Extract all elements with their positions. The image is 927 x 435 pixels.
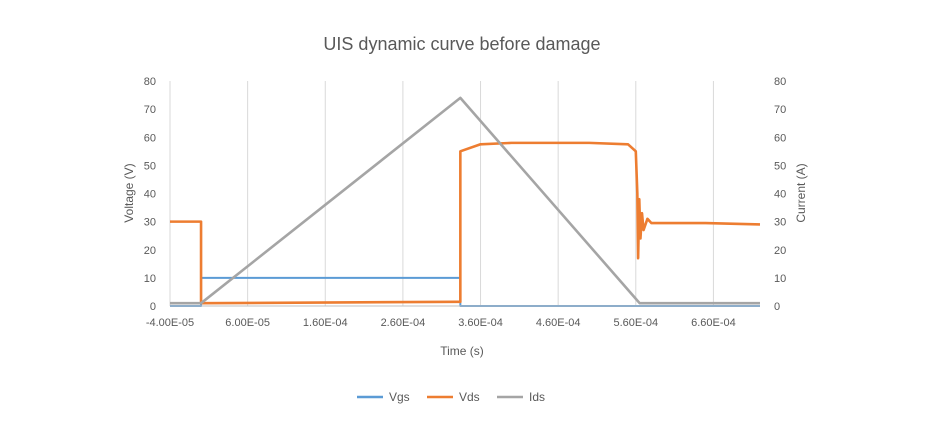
x-tick-label: 6.00E-05: [225, 317, 270, 329]
y-tick-label: 20: [144, 245, 156, 257]
y2-tick-label: 30: [774, 217, 786, 229]
series-line-vds: [170, 141, 761, 305]
x-axis-title: Time (s): [440, 344, 484, 358]
y-axis-title: Voltage (V): [122, 163, 136, 222]
y-tick-label: 30: [144, 217, 156, 229]
y2-tick-label: 80: [774, 76, 786, 88]
legend-label: Vds: [459, 390, 480, 404]
legend: Vgs Vds Ids: [357, 390, 545, 404]
y-tick-label: 60: [144, 132, 156, 144]
x-tick-label: 3.60E-04: [458, 317, 503, 329]
y-tick-label: 50: [144, 160, 156, 172]
chart-title: UIS dynamic curve before damage: [323, 34, 600, 54]
legend-label: Ids: [529, 390, 545, 404]
y2-tick-label: 0: [774, 301, 780, 313]
y2-tick-label: 50: [774, 160, 786, 172]
y2-tick-label: 70: [774, 104, 786, 116]
y-tick-label: 70: [144, 104, 156, 116]
y2-tick-label: 20: [774, 245, 786, 257]
y2-tick-label: 40: [774, 189, 786, 201]
y-tick-label: 10: [144, 273, 156, 285]
x-tick-label: 2.60E-04: [381, 317, 426, 329]
y2-axis-title: Current (A): [794, 163, 808, 222]
plot-area: [170, 96, 761, 307]
y-tick-label: 40: [144, 189, 156, 201]
x-tick-label: 6.60E-04: [691, 317, 736, 329]
series-line-ids: [170, 96, 760, 305]
y-axis-right: 0 10 20 30 40 50 60 70 80: [774, 76, 786, 313]
x-tick-label: 4.60E-04: [536, 317, 581, 329]
x-tick-label: 5.60E-04: [613, 317, 658, 329]
grid: [169, 81, 714, 306]
y2-tick-label: 60: [774, 132, 786, 144]
y2-tick-label: 10: [774, 273, 786, 285]
x-axis: -4.00E-05 6.00E-05 1.60E-04 2.60E-04 3.60E-0…: [146, 317, 736, 329]
y-tick-label: 80: [144, 76, 156, 88]
x-tick-label: -4.00E-05: [146, 317, 194, 329]
y-axis-left: 0 10 20 30 40 50 60 70 80: [144, 76, 156, 313]
x-tick-label: 1.60E-04: [303, 317, 348, 329]
y-tick-label: 0: [150, 301, 156, 313]
legend-label: Vgs: [389, 390, 410, 404]
